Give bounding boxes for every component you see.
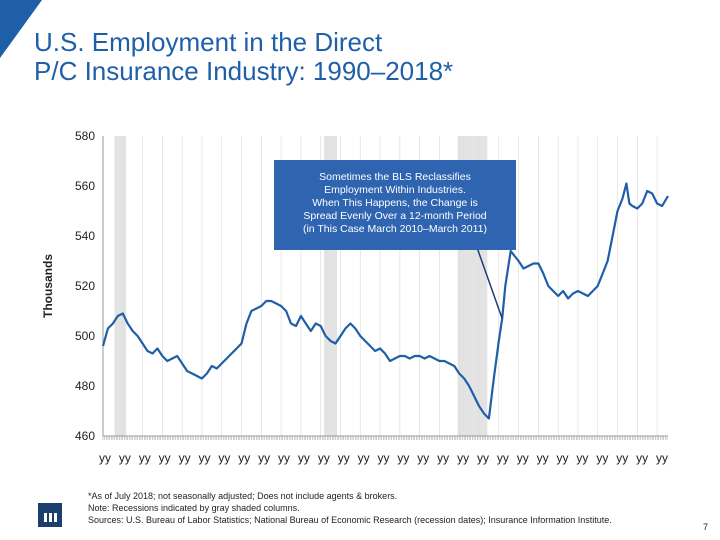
x-tick-label: yy <box>437 451 449 465</box>
footnote-line-3: Sources: U.S. Bureau of Labor Statistics… <box>88 515 612 525</box>
footnote-line-2: Note: Recessions indicated by gray shade… <box>88 503 300 513</box>
annotation-callout: Sometimes the BLS ReclassifiesEmployment… <box>274 160 516 319</box>
x-tick-label: yy <box>119 451 131 465</box>
x-tick-labels: yy yy yy yy yy yy yy yy yy yy yy yy yy yy yy yy yy yy yy yy… <box>99 451 668 465</box>
y-tick-labels: 460 480 500 520 540 560 580 <box>75 129 95 443</box>
x-tick-label: yy <box>557 451 569 465</box>
annotation-box <box>274 160 516 250</box>
x-tick-label: yy <box>397 451 409 465</box>
x-tick-label: yy <box>238 451 250 465</box>
x-tick-label: yy <box>258 451 270 465</box>
y-tick-label: 560 <box>75 179 95 193</box>
annotation-text-line: Spread Evenly Over a 12-month Period <box>303 210 486 222</box>
annotation-text-line: (in This Case March 2010–March 2011) <box>303 223 487 235</box>
iii-logo-icon <box>38 503 62 527</box>
footnote: *As of July 2018; not seasonally adjuste… <box>88 490 612 526</box>
x-tick-label: yy <box>497 451 509 465</box>
x-tick-label: yy <box>298 451 310 465</box>
x-tick-label: yy <box>139 451 151 465</box>
x-tick-label: yy <box>596 451 608 465</box>
page-title: U.S. Employment in the Direct P/C Insura… <box>34 28 674 86</box>
y-tick-label: 460 <box>75 429 95 443</box>
y-tick-label: 500 <box>75 329 95 343</box>
series-line <box>101 182 669 420</box>
x-tick-label: yy <box>99 451 111 465</box>
x-tick-label: yy <box>218 451 230 465</box>
x-tick-label: yy <box>417 451 429 465</box>
x-tick-label: yy <box>318 451 330 465</box>
x-tick-label: yy <box>378 451 390 465</box>
footnote-line-1: *As of July 2018; not seasonally adjuste… <box>88 491 398 501</box>
x-tick-label: yy <box>537 451 549 465</box>
x-tick-label: yy <box>457 451 469 465</box>
axes <box>102 136 668 440</box>
x-tick-label: yy <box>517 451 529 465</box>
annotation-text-line: Employment Within Industries. <box>324 184 466 196</box>
y-axis-title: Thousands <box>41 254 55 318</box>
y-tick-label: 580 <box>75 129 95 143</box>
y-tick-label: 480 <box>75 379 95 393</box>
x-tick-label: yy <box>338 451 350 465</box>
x-tick-label: yy <box>358 451 370 465</box>
annotation-text-line: Sometimes the BLS Reclassifies <box>319 171 471 183</box>
x-tick-label: yy <box>278 451 290 465</box>
x-tick-label: yy <box>477 451 489 465</box>
x-tick-label: yy <box>616 451 628 465</box>
x-tick-label: yy <box>198 451 210 465</box>
annotation-text-line: When This Happens, the Change is <box>312 197 478 209</box>
series-group <box>101 182 669 420</box>
corner-accent-triangle <box>0 0 42 58</box>
y-tick-label: 520 <box>75 279 95 293</box>
x-tick-label: yy <box>179 451 191 465</box>
page-number: 7 <box>703 522 709 532</box>
recession-band <box>114 136 127 436</box>
x-tick-label: yy <box>656 451 668 465</box>
x-tick-label: yy <box>159 451 171 465</box>
title-line-2: P/C Insurance Industry: 1990–2018* <box>34 56 454 86</box>
x-tick-label: yy <box>576 451 588 465</box>
y-tick-label: 540 <box>75 229 95 243</box>
x-tick-label: yy <box>636 451 648 465</box>
title-line-1: U.S. Employment in the Direct <box>34 27 383 57</box>
